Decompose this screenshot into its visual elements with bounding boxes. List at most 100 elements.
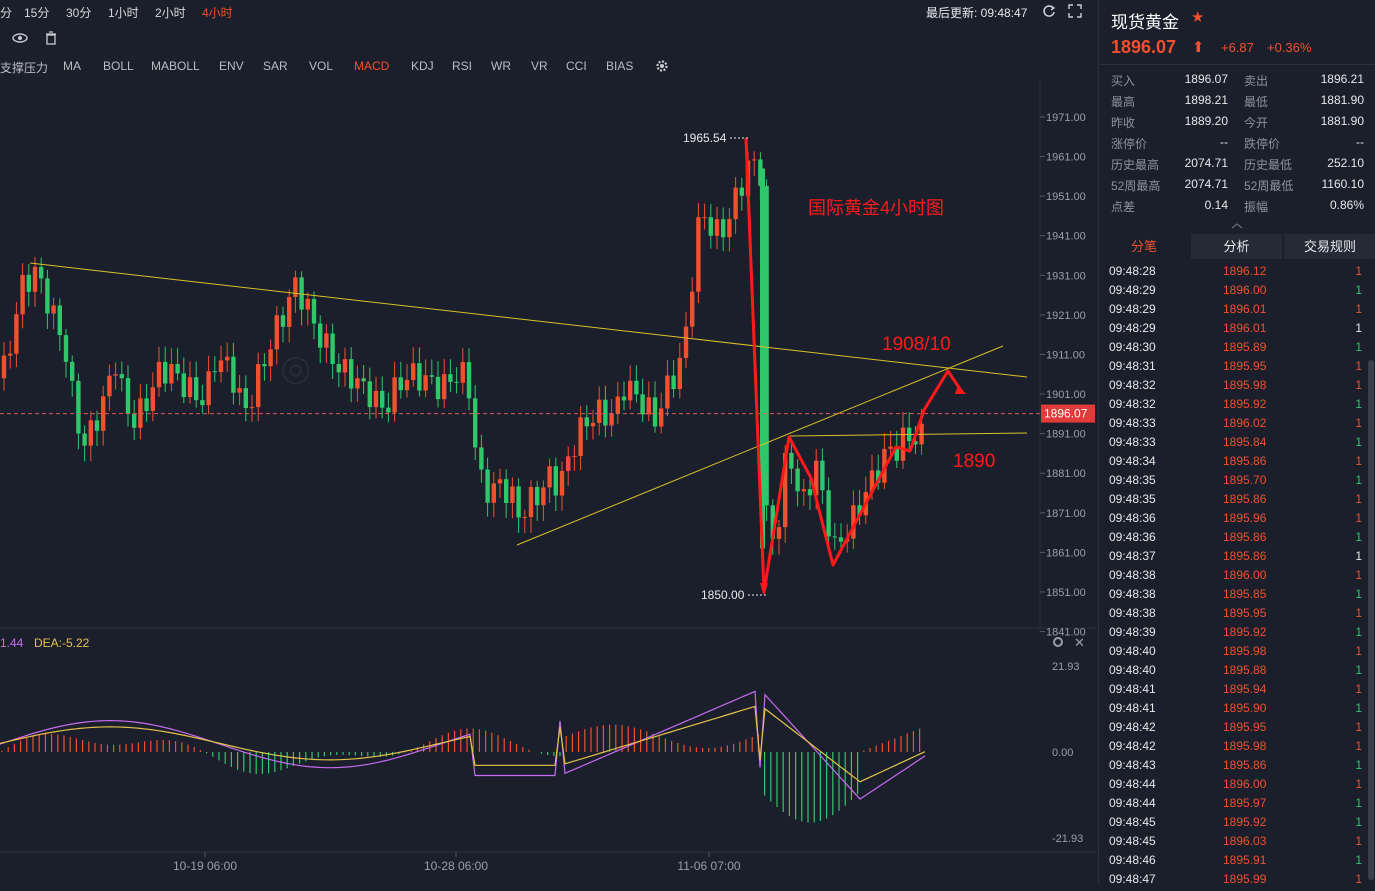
candle-body	[652, 397, 658, 427]
quote-value: 1898.21	[1184, 93, 1228, 107]
collapse-chevron-icon[interactable]	[1231, 222, 1243, 230]
tick-volume: 1	[1355, 473, 1362, 487]
tick-time: 09:48:45	[1109, 815, 1156, 829]
indicator-ma[interactable]: MA	[63, 59, 81, 73]
tick-time: 09:48:36	[1109, 530, 1156, 544]
indicator-cci[interactable]: CCI	[566, 59, 587, 73]
resistance-trendline[interactable]	[29, 262, 1028, 378]
tick-row: 09:48:28 1896.12 1	[1099, 264, 1367, 283]
tick-row: 09:48:44 1896.00 1	[1099, 777, 1367, 796]
tick-volume: 1	[1355, 701, 1362, 715]
tab-trading-rules[interactable]: 交易规则	[1284, 234, 1375, 259]
tick-volume: 1	[1355, 283, 1362, 297]
period-2h[interactable]: 2小时	[155, 6, 186, 20]
chart-annotation-title: 国际黄金4小时图	[808, 198, 944, 218]
tick-volume: 1	[1355, 568, 1362, 582]
candle-body	[398, 377, 403, 391]
indicator-vr[interactable]: VR	[531, 59, 548, 73]
eye-icon[interactable]	[12, 32, 28, 44]
candle-body	[262, 364, 267, 367]
indicator-rsi[interactable]: RSI	[452, 59, 473, 73]
trash-icon[interactable]	[45, 31, 57, 45]
period-4h[interactable]: 4小时	[202, 6, 233, 20]
tick-time: 09:48:47	[1109, 872, 1156, 886]
macd-settings-icon[interactable]	[1053, 637, 1063, 647]
candle-body	[516, 486, 521, 518]
candle-body	[473, 398, 478, 448]
tick-volume: 1	[1355, 340, 1362, 354]
neckline[interactable]	[789, 432, 1028, 437]
support-trendline[interactable]	[516, 345, 1004, 546]
candle-body	[194, 377, 199, 401]
quote-label: 今开	[1244, 116, 1269, 130]
candle-body	[485, 469, 490, 503]
tick-price: 1895.92	[1223, 625, 1267, 639]
candle-body	[206, 371, 211, 406]
tick-volume: 1	[1355, 777, 1362, 791]
favorite-star-icon[interactable]: ★	[1191, 9, 1205, 26]
tick-time: 09:48:36	[1109, 511, 1156, 525]
fullscreen-icon[interactable]	[1068, 4, 1082, 18]
tick-time: 09:48:34	[1109, 454, 1156, 468]
indicator-macd[interactable]: MACD	[354, 59, 390, 73]
price-chart[interactable]: 1971.00 1961.00 1951.00 1941.00 1931.00 1921.…	[0, 80, 1097, 884]
candle-body	[876, 470, 881, 483]
quote-label: 振幅	[1244, 200, 1269, 214]
tick-price: 1895.92	[1223, 815, 1267, 829]
tick-row: 09:48:45 1895.92 1	[1099, 815, 1367, 834]
period-15min[interactable]: 15分	[24, 6, 50, 20]
quote-label: 最高	[1111, 95, 1136, 109]
tick-time: 09:48:33	[1109, 416, 1156, 430]
tick-price: 1895.99	[1223, 872, 1267, 886]
indicator-settings-icon[interactable]	[655, 59, 669, 73]
candle-body	[76, 380, 81, 434]
indicator-vol[interactable]: VOL	[309, 59, 334, 73]
indicator-env[interactable]: ENV	[219, 59, 244, 73]
tick-price: 1895.97	[1223, 796, 1267, 810]
tick-time: 09:48:39	[1109, 625, 1156, 639]
tab-ticks[interactable]: 分笔	[1099, 234, 1189, 259]
tick-price: 1895.86	[1223, 530, 1267, 544]
candle-body	[609, 413, 614, 426]
candle-body	[522, 517, 527, 519]
quote-row: 历史最高 2074.71 历史最低 252.10	[1099, 156, 1375, 177]
watermark-logo: ◎	[280, 347, 311, 388]
quote-row: 点差 0.14 振幅 0.86%	[1099, 198, 1375, 219]
candle-body	[132, 413, 137, 428]
divider	[1099, 64, 1375, 65]
candle-body	[615, 396, 620, 414]
tick-volume: 1	[1355, 682, 1362, 696]
indicator-support[interactable]: 支撑压力	[0, 61, 49, 75]
period-1min[interactable]: 分	[0, 6, 13, 20]
current-price-tag-label: 1896.07	[1044, 407, 1088, 421]
candle-body	[894, 446, 899, 461]
forecast-arrow-path	[744, 137, 964, 594]
candle-body	[640, 394, 645, 415]
candle-body	[510, 486, 515, 503]
candle-body	[764, 185, 769, 506]
tick-price: 1895.89	[1223, 340, 1267, 354]
indicator-sar[interactable]: SAR	[263, 59, 288, 73]
macd-close-icon[interactable]: ✕	[1074, 635, 1085, 650]
tick-row: 09:48:43 1895.86 1	[1099, 758, 1367, 777]
tick-list-scrollbar[interactable]	[1368, 360, 1374, 880]
candle-body	[696, 217, 701, 292]
tab-analysis[interactable]: 分析	[1191, 234, 1282, 259]
indicator-maboll[interactable]: MABOLL	[151, 59, 200, 73]
candle-body	[541, 487, 546, 506]
candle-body	[497, 479, 503, 484]
tick-time: 09:48:41	[1109, 682, 1156, 696]
indicator-bias[interactable]: BIAS	[606, 59, 634, 73]
indicator-wr[interactable]: WR	[491, 59, 511, 73]
macd-tick-label: 21.93	[1052, 661, 1080, 673]
indicator-kdj[interactable]: KDJ	[411, 59, 434, 73]
indicator-boll[interactable]: BOLL	[103, 59, 134, 73]
period-1h[interactable]: 1小时	[108, 6, 139, 20]
tick-price: 1896.00	[1223, 283, 1267, 297]
period-30min[interactable]: 30分	[66, 6, 92, 20]
candle-body	[739, 187, 744, 196]
tick-volume: 1	[1355, 587, 1362, 601]
candle-body	[597, 399, 602, 423]
quote-label: 点差	[1111, 200, 1136, 214]
refresh-icon[interactable]	[1042, 4, 1056, 18]
